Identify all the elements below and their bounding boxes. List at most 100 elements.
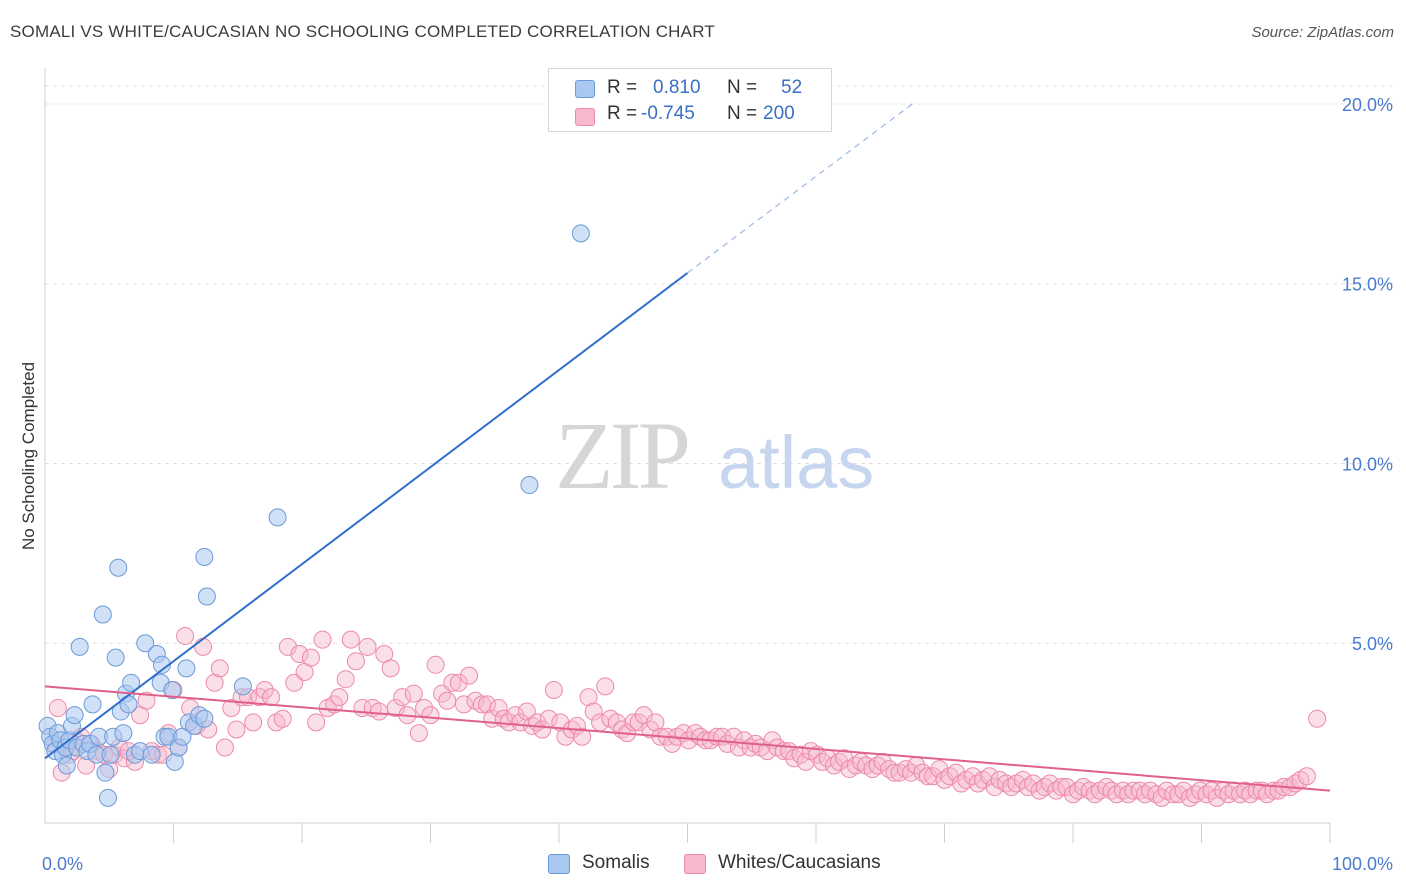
whites-point (262, 688, 281, 707)
whites-point (227, 720, 246, 739)
whites-swatch (684, 854, 706, 874)
whites-point (301, 648, 320, 667)
whites-point (409, 724, 428, 743)
somalis-point (101, 745, 120, 764)
somalis-point (106, 648, 125, 667)
legend-row-somalis: R = 0.810 N = 52 (549, 73, 831, 103)
whites-swatch (575, 108, 595, 126)
somalis-point (268, 508, 287, 527)
whites-point (460, 666, 479, 685)
whites-point (313, 630, 332, 649)
chart-title: SOMALI VS WHITE/CAUCASIAN NO SCHOOLING C… (10, 22, 715, 41)
axes (44, 68, 1331, 843)
source-label: Source: ZipAtlas.com (1251, 24, 1394, 41)
trend-lines (44, 103, 1331, 792)
r-value: 0.810 (653, 77, 701, 98)
n-value: 52 (781, 77, 803, 98)
whites-point (290, 645, 309, 664)
r-label: R = (607, 103, 638, 124)
whites-point (646, 713, 665, 732)
somalis-point (152, 655, 171, 674)
somalis-point (119, 695, 138, 714)
whites-point (489, 698, 508, 717)
x-tick-label: 0.0% (42, 854, 83, 874)
whites-point (194, 637, 213, 656)
whites-point (210, 659, 229, 678)
whites-point (215, 738, 234, 757)
whites-point (824, 756, 843, 775)
whites-point (1308, 709, 1327, 728)
somalis-point (109, 558, 128, 577)
whites-point (336, 670, 355, 689)
whites-point (137, 691, 156, 710)
whites-point (735, 731, 754, 750)
somalis-point (57, 756, 76, 775)
watermark-zip: ZIP (555, 402, 688, 509)
whites-point (980, 767, 999, 786)
whites-point (330, 688, 349, 707)
whites-point (596, 677, 615, 696)
somalis-trend-line (44, 272, 689, 760)
somalis-point (98, 788, 117, 807)
somalis-point (195, 709, 214, 728)
grid-lines (45, 85, 1395, 644)
somalis-point (136, 634, 155, 653)
whites-point (426, 655, 445, 674)
whites-point (244, 713, 263, 732)
whites-point (381, 659, 400, 678)
whites-point (573, 727, 592, 746)
y-axis-label: No Schooling Completed (19, 362, 38, 550)
whites-point (307, 713, 326, 732)
r-label: R = (607, 77, 638, 98)
whites-point (278, 637, 297, 656)
whites-point (443, 673, 462, 692)
somalis-point (233, 677, 252, 696)
whites-point (1297, 767, 1316, 786)
whites-point (544, 680, 563, 699)
n-value: 200 (763, 103, 795, 124)
somalis-point (195, 547, 214, 566)
somalis-point (142, 745, 161, 764)
whites-label: Whites/Caucasians (718, 852, 881, 873)
legend-row-whites: R = -0.745 N = 200 (549, 101, 831, 131)
somalis-point (70, 637, 89, 656)
whites-point (273, 709, 292, 728)
whites-point (868, 756, 887, 775)
whites-point (48, 698, 67, 717)
somalis-point (122, 673, 141, 692)
watermark: ZIP atlas (555, 402, 874, 509)
whites-point (686, 724, 705, 743)
y-tick-label: 10.0% (1342, 454, 1393, 474)
tick-labels: 5.0% 10.0% 15.0% 20.0% 0.0% 100.0% No Schoolin… (19, 95, 1393, 874)
y-tick-label: 5.0% (1352, 634, 1393, 654)
somalis-point (65, 706, 84, 725)
whites-point (404, 684, 423, 703)
somalis-point (93, 605, 112, 624)
whites-points (46, 627, 1327, 807)
whites-point (449, 673, 468, 692)
somalis-trend-extension (687, 103, 913, 274)
somalis-point (197, 587, 216, 606)
whites-point (255, 680, 274, 699)
whites-point (386, 698, 405, 717)
somalis-point (83, 695, 102, 714)
somalis-point (96, 763, 115, 782)
whites-point (438, 691, 457, 710)
y-tick-label: 15.0% (1342, 275, 1393, 295)
whites-point (393, 688, 412, 707)
somalis-point (163, 680, 182, 699)
whites-point (584, 702, 603, 721)
whites-trend-line (44, 685, 1331, 792)
whites-point (341, 630, 360, 649)
whites-point (205, 673, 224, 692)
n-label: N = (727, 103, 758, 124)
whites-point (533, 720, 552, 739)
whites-point (421, 706, 440, 725)
y-tick-label: 20.0% (1342, 95, 1393, 115)
x-tick-label: 100.0% (1332, 854, 1393, 874)
whites-point (478, 695, 497, 714)
whites-point (1207, 788, 1226, 807)
watermark-atlas: atlas (718, 421, 874, 504)
r-value: -0.745 (641, 103, 695, 124)
